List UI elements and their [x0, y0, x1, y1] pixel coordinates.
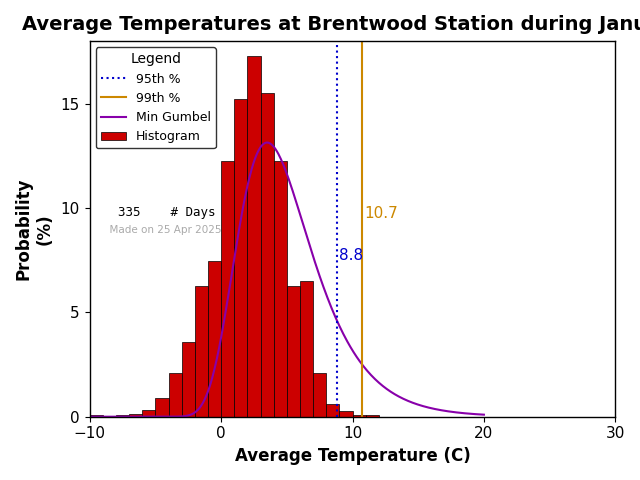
Min Gumbel	[410, 400, 417, 406]
Title: Average Temperatures at Brentwood Station during January: Average Temperatures at Brentwood Statio…	[22, 15, 640, 34]
Bar	[208, 261, 221, 417]
Bar	[129, 414, 142, 417]
Bar	[234, 99, 248, 417]
Bar	[116, 416, 129, 417]
Bar	[182, 342, 195, 417]
Bar	[300, 281, 313, 417]
Y-axis label: Probability
(%): Probability (%)	[15, 178, 54, 280]
Text: 8.8: 8.8	[339, 248, 364, 263]
Bar	[103, 416, 116, 417]
Bar	[195, 286, 208, 417]
Bar	[142, 410, 156, 417]
Legend: 95th %, 99th %, Min Gumbel, Histogram: 95th %, 99th %, Min Gumbel, Histogram	[96, 48, 216, 148]
Bar	[326, 404, 339, 417]
Min Gumbel	[86, 414, 93, 420]
Text: Made on 25 Apr 2025: Made on 25 Apr 2025	[103, 225, 221, 235]
Min Gumbel	[264, 140, 271, 145]
Bar	[365, 416, 379, 417]
Bar	[287, 286, 300, 417]
Min Gumbel	[300, 224, 308, 229]
Bar	[339, 411, 353, 417]
Bar	[221, 161, 234, 417]
Bar	[313, 373, 326, 417]
Bar	[260, 93, 274, 417]
Min Gumbel	[472, 411, 479, 417]
X-axis label: Average Temperature (C): Average Temperature (C)	[235, 447, 470, 465]
Bar	[156, 398, 168, 417]
Bar	[248, 56, 260, 417]
Text: 10.7: 10.7	[364, 206, 398, 221]
Text: 335    # Days: 335 # Days	[103, 206, 215, 219]
Bar	[90, 416, 103, 417]
Bar	[274, 161, 287, 417]
Min Gumbel	[321, 288, 329, 294]
Min Gumbel	[274, 150, 282, 156]
Bar	[168, 373, 182, 417]
Bar	[353, 415, 365, 417]
Line: Min Gumbel: Min Gumbel	[90, 143, 484, 417]
Min Gumbel	[480, 412, 488, 418]
Min Gumbel	[276, 155, 284, 160]
